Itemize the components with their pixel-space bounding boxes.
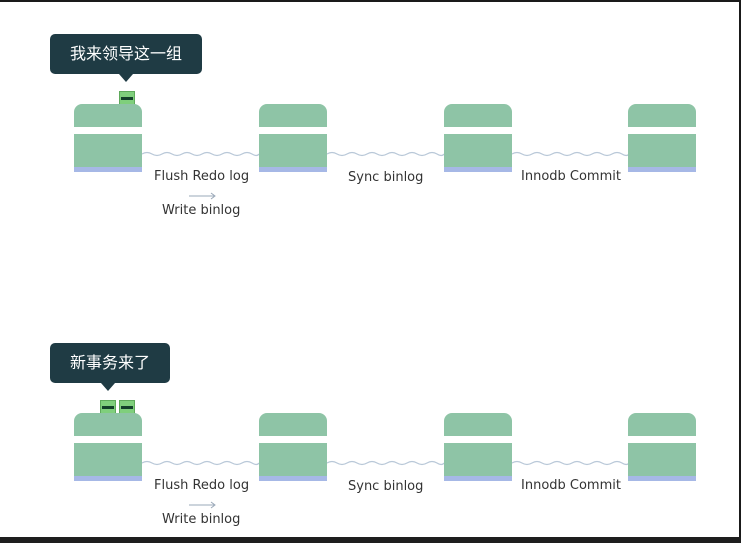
- stage-block-2: [259, 413, 327, 481]
- block-body: [259, 134, 327, 167]
- wire-2-3: [326, 460, 445, 466]
- wire-2-3: [326, 151, 445, 157]
- speech-bubble-tail: [119, 74, 133, 82]
- group-commit-diagram-1: 我来领导这一组 Flush Redo log Write binlog Sync…: [0, 0, 741, 230]
- stage-block-4: [628, 104, 696, 172]
- write-binlog-arrowhead: [210, 192, 216, 200]
- block-base: [74, 476, 142, 481]
- stage-block-3: [444, 413, 512, 481]
- innodb-commit-label: Innodb Commit: [521, 169, 621, 184]
- frame-top-border: [0, 0, 741, 2]
- innodb-commit-label: Innodb Commit: [521, 478, 621, 493]
- block-cap: [628, 413, 696, 436]
- wire-1-2: [141, 151, 260, 157]
- block-base: [444, 476, 512, 481]
- block-body: [74, 443, 142, 476]
- sync-binlog-label: Sync binlog: [348, 479, 424, 494]
- write-binlog-label: Write binlog: [162, 203, 241, 218]
- new-transaction-speech-bubble: 新事务来了: [50, 343, 171, 383]
- flush-redo-log-label: Flush Redo log: [154, 478, 250, 493]
- stage-block-1: [74, 413, 142, 481]
- block-base: [259, 476, 327, 481]
- stage-connector-wires: [141, 460, 630, 509]
- block-cap: [628, 104, 696, 127]
- block-body: [444, 443, 512, 476]
- write-binlog-label: Write binlog: [162, 512, 241, 527]
- block-body: [628, 134, 696, 167]
- block-cap: [74, 104, 142, 127]
- wire-3-4: [511, 460, 630, 466]
- block-body: [74, 134, 142, 167]
- frame-bottom-bar: [0, 537, 741, 543]
- block-cap: [259, 104, 327, 127]
- bubble-text: 新事务来了: [70, 353, 151, 372]
- write-binlog-arrowhead: [210, 501, 216, 509]
- stage-block-3: [444, 104, 512, 172]
- bubble-text: 我来领导这一组: [70, 44, 183, 63]
- speech-bubble-tail: [101, 383, 115, 391]
- block-cap: [259, 413, 327, 436]
- block-cap: [444, 104, 512, 127]
- block-body: [444, 134, 512, 167]
- block-base: [444, 167, 512, 172]
- group-commit-diagram-2: 新事务来了 Flush Redo log Write binlog Sync b…: [0, 309, 741, 539]
- stage-block-1: [74, 104, 142, 172]
- block-body: [628, 443, 696, 476]
- stage-connector-wires: [141, 151, 630, 200]
- block-base: [74, 167, 142, 172]
- block-base: [628, 167, 696, 172]
- leader-speech-bubble: 我来领导这一组: [50, 34, 203, 74]
- block-cap: [74, 413, 142, 436]
- block-base: [628, 476, 696, 481]
- stage-block-2: [259, 104, 327, 172]
- wire-1-2: [141, 460, 260, 466]
- block-base: [259, 167, 327, 172]
- sync-binlog-label: Sync binlog: [348, 170, 424, 185]
- block-cap: [444, 413, 512, 436]
- stage-block-4: [628, 413, 696, 481]
- frame-right-border: [739, 0, 741, 543]
- block-body: [259, 443, 327, 476]
- wire-3-4: [511, 151, 630, 157]
- flush-redo-log-label: Flush Redo log: [154, 169, 250, 184]
